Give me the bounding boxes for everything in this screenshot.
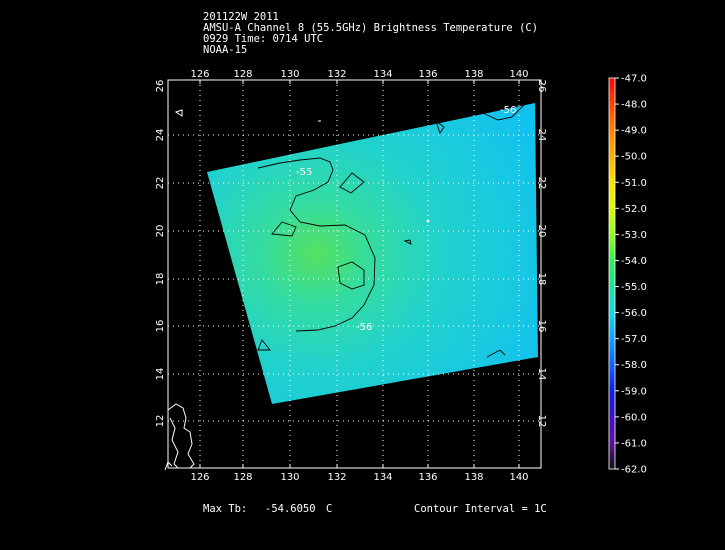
lon-tick-label: 130 <box>280 472 299 483</box>
colorbar-label: -53.0 <box>621 230 647 241</box>
frame-ticks <box>199 80 520 468</box>
lon-tick-label: 128 <box>233 472 252 483</box>
lon-tick-label: 128 <box>233 69 252 80</box>
lon-tick-label: 138 <box>464 69 483 80</box>
lat-lon-grid <box>168 80 541 468</box>
lon-tick-label: 138 <box>464 472 483 483</box>
lat-tick-label: 24 <box>536 129 547 142</box>
lat-tick-label: 26 <box>536 80 547 93</box>
contour-label: -56 <box>500 105 516 116</box>
colorbar-label: -60.0 <box>621 412 647 423</box>
island-marker <box>426 219 430 223</box>
max-tb-label: Max Tb: <box>203 503 248 515</box>
lat-tick-label: 24 <box>155 129 166 142</box>
colorbar-label: -58.0 <box>621 360 647 371</box>
colorbar-label: -59.0 <box>621 386 647 397</box>
lon-labels-top: 126 128 130 132 134 136 138 140 <box>190 69 528 80</box>
contour-interval: Contour Interval = 1C <box>414 503 547 515</box>
colorbar-label: -50.0 <box>621 152 647 163</box>
lon-tick-label: 132 <box>327 472 346 483</box>
colorbar-label: -52.0 <box>621 204 647 215</box>
colorbar-label: -54.0 <box>621 256 647 267</box>
title-line-4: NOAA-15 <box>203 44 248 56</box>
colorbar-label: -56.0 <box>621 308 647 319</box>
colorbar: -47.0 -48.0 -49.0 -50.0 -51.0 -52.0 -53.0 -54.0… <box>608 74 647 476</box>
colorbar-ramp <box>608 77 616 470</box>
colorbar-label: -62.0 <box>621 465 647 476</box>
colorbar-label: -57.0 <box>621 334 647 345</box>
lat-tick-label: 14 <box>155 368 166 381</box>
lat-tick-label: 20 <box>155 225 166 238</box>
lon-tick-label: 140 <box>509 472 528 483</box>
lat-tick-label: 22 <box>536 177 547 190</box>
lat-tick-label: 12 <box>155 415 166 428</box>
max-tb-value: -54.6050 <box>265 503 316 515</box>
contour-label: -56 <box>356 322 372 333</box>
temperature-contours <box>257 104 525 358</box>
lat-tick-label: 20 <box>536 225 547 238</box>
colorbar-label: -61.0 <box>621 438 647 449</box>
lat-tick-label: 18 <box>536 273 547 286</box>
title-line-1: 201122W 2011 <box>203 11 279 23</box>
lat-labels-left: 12 14 16 18 20 22 24 26 <box>155 80 166 428</box>
lon-tick-label: 132 <box>327 69 346 80</box>
max-tb-unit: C <box>326 503 333 515</box>
lon-tick-label: 126 <box>190 472 209 483</box>
colorbar-label: -48.0 <box>621 100 647 111</box>
lon-tick-label: 136 <box>418 69 437 80</box>
colorbar-label: -49.0 <box>621 126 647 137</box>
colorbar-label: -55.0 <box>621 282 647 293</box>
title-line-3: 0929 Time: 0714 UTC <box>203 33 324 45</box>
lon-labels-bottom: 126 128 130 132 134 136 138 140 <box>190 472 528 483</box>
lon-tick-label: 126 <box>190 69 209 80</box>
colorbar-label: -51.0 <box>621 178 647 189</box>
lat-tick-label: 26 <box>155 80 166 93</box>
map-frame <box>167 79 542 469</box>
satellite-swath <box>207 103 538 404</box>
lon-tick-label: 134 <box>373 69 392 80</box>
lon-tick-label: 134 <box>373 472 392 483</box>
lon-tick-label: 140 <box>509 69 528 80</box>
lon-tick-label: 136 <box>418 472 437 483</box>
lat-tick-label: 16 <box>536 320 547 333</box>
lat-tick-label: 18 <box>155 273 166 286</box>
title-line-2: AMSU-A Channel 8 (55.5GHz) Brightness Te… <box>203 22 539 34</box>
contour-label: -55 <box>296 167 312 178</box>
lat-tick-label: 22 <box>155 177 166 190</box>
colorbar-label: -47.0 <box>621 74 647 85</box>
lat-labels-right: 12 14 16 18 20 22 24 26 <box>536 80 547 428</box>
lat-tick-label: 16 <box>155 320 166 333</box>
lon-tick-label: 130 <box>280 69 299 80</box>
lat-tick-label: 12 <box>536 415 547 428</box>
lat-tick-label: 14 <box>536 368 547 381</box>
